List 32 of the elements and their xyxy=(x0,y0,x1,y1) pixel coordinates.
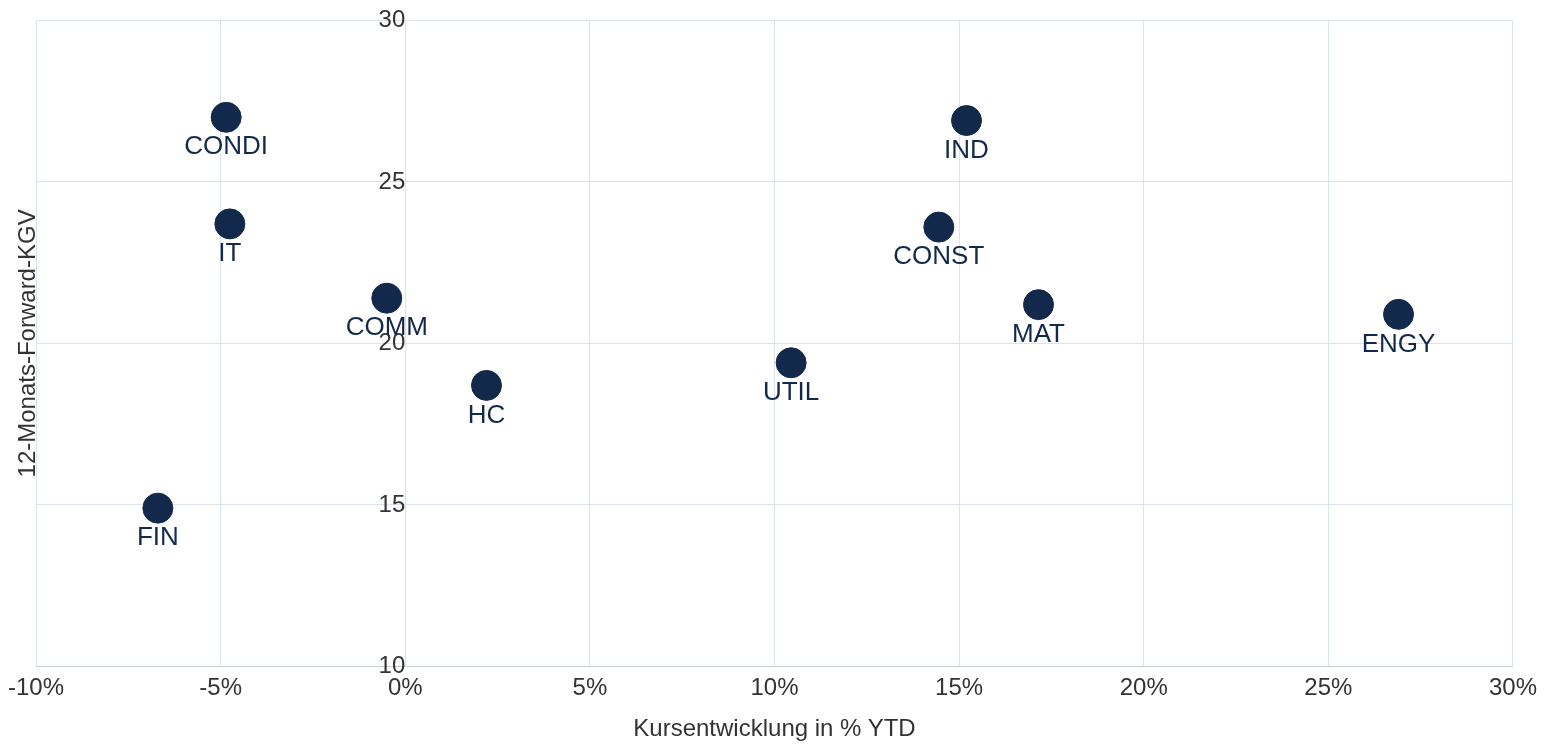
point xyxy=(210,101,242,133)
point xyxy=(775,347,807,379)
data-label: MAT xyxy=(1012,317,1066,348)
data-label: FIN xyxy=(136,521,179,552)
y-tick-label: 25 xyxy=(378,166,406,194)
x-tick-label: 10% xyxy=(750,673,799,701)
data-label: UTIL xyxy=(762,375,820,406)
point xyxy=(1023,289,1055,321)
data-label: HC xyxy=(467,398,506,429)
y-tick-label: 30 xyxy=(378,5,406,33)
x-axis-title: Kursentwicklung in % YTD xyxy=(633,714,916,742)
point xyxy=(923,211,955,243)
data-label: IT xyxy=(218,237,242,268)
x-tick-label: 30% xyxy=(1488,673,1538,701)
point xyxy=(214,208,246,240)
data-label: CONST xyxy=(893,240,985,271)
data-label: CONDI xyxy=(184,130,269,161)
y-tick-label: 15 xyxy=(378,489,406,517)
x-tick-label: 15% xyxy=(935,673,984,701)
x-tick-label: -5% xyxy=(199,673,242,701)
x-tick-label: 5% xyxy=(572,673,608,701)
point xyxy=(142,492,174,524)
y-axis-title: 12-Monats-Forward-KGV xyxy=(12,209,40,478)
data-label: IND xyxy=(944,133,989,164)
x-tick-label: 25% xyxy=(1304,673,1353,701)
data-label: ENGY xyxy=(1361,327,1436,358)
point xyxy=(371,282,403,314)
point xyxy=(1383,298,1415,330)
point xyxy=(470,369,502,401)
x-tick-label: -10% xyxy=(8,673,65,701)
x-tick-label: 20% xyxy=(1119,673,1168,701)
point xyxy=(951,105,982,137)
